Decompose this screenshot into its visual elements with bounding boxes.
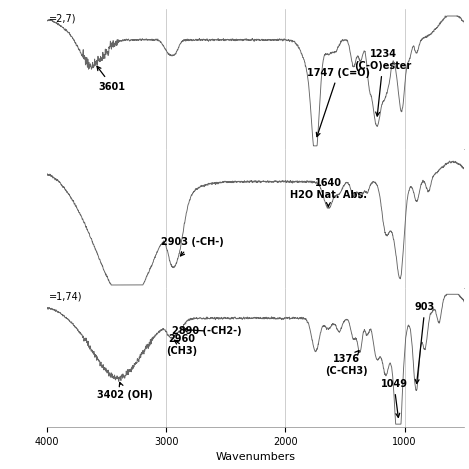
X-axis label: Wavenumbers: Wavenumbers <box>216 452 295 462</box>
Text: 1049: 1049 <box>380 379 408 417</box>
Text: 1376
(C-CH3): 1376 (C-CH3) <box>325 351 368 376</box>
Text: 903: 903 <box>415 302 435 384</box>
Text: 3601: 3601 <box>97 66 126 91</box>
Text: 1234
(C-O)ester: 1234 (C-O)ester <box>355 49 412 116</box>
Text: 3402 (OH): 3402 (OH) <box>97 382 152 400</box>
Text: 1640
H2O Nat. Abs.: 1640 H2O Nat. Abs. <box>290 178 367 206</box>
Text: =1,74): =1,74) <box>49 292 83 302</box>
Text: 2960
(CH3): 2960 (CH3) <box>166 334 197 356</box>
Text: 2903 (-CH-): 2903 (-CH-) <box>161 237 224 256</box>
Text: 2890 (-CH2-): 2890 (-CH2-) <box>172 326 242 336</box>
Text: 1747 (C=O): 1747 (C=O) <box>307 68 370 136</box>
Text: =2,7): =2,7) <box>49 14 76 23</box>
